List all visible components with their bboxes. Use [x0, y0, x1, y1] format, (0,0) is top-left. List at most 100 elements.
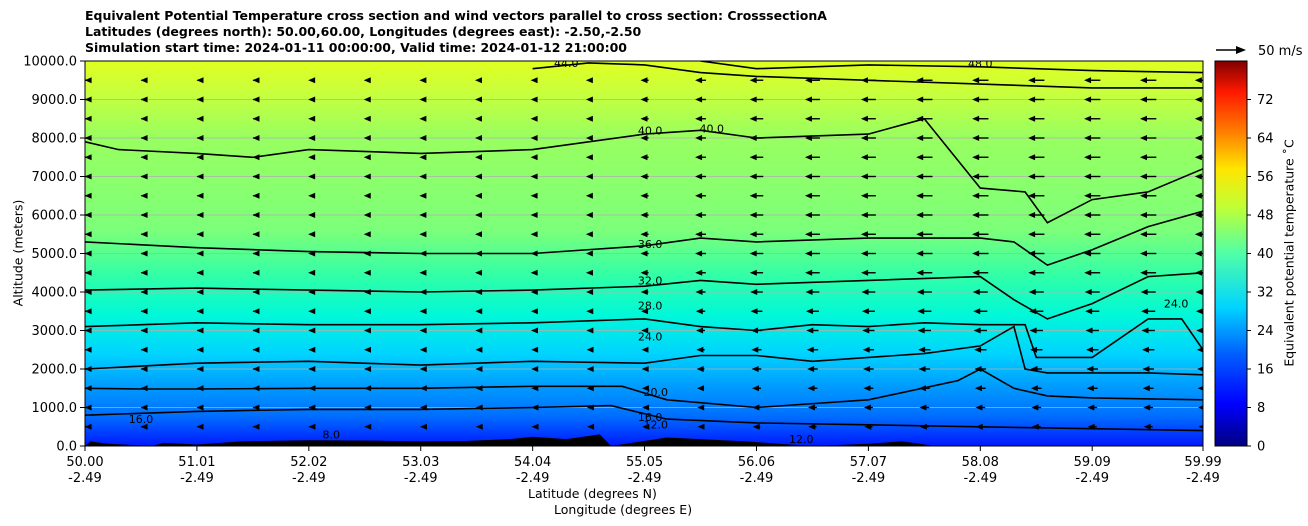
wind-vector	[85, 96, 92, 103]
wind-vector-head	[363, 115, 371, 122]
y-tick-label-8: 8000.0	[32, 132, 78, 147]
wind-vector-head	[807, 404, 815, 411]
wind-vector-head	[586, 327, 594, 334]
wind-vector-head	[696, 385, 704, 392]
wind-vector	[363, 96, 371, 103]
wind-vector-head	[252, 269, 260, 276]
wind-vector	[252, 154, 260, 161]
wind-vector	[308, 192, 316, 199]
wind-vector	[474, 135, 482, 141]
wind-vector	[919, 423, 929, 430]
wind-vector	[749, 192, 764, 199]
wind-vector-head	[140, 231, 148, 238]
wind-vector-head	[419, 250, 427, 257]
x-tick-label-lat-0: 50.00	[66, 455, 103, 470]
wind-vector-head	[916, 115, 924, 122]
wind-vector-head	[916, 269, 924, 276]
wind-vector-head	[860, 135, 868, 141]
wind-vector	[586, 327, 594, 334]
wind-vector-head	[640, 250, 648, 257]
wind-vector	[695, 192, 706, 199]
wind-vector	[1028, 135, 1045, 141]
wind-vector	[1028, 250, 1045, 257]
wind-vector	[419, 231, 427, 238]
wind-vector	[1143, 404, 1154, 411]
wind-vector	[252, 135, 260, 141]
wind-vector	[585, 115, 593, 122]
wind-vector	[1141, 327, 1155, 334]
wind-vector-head	[1084, 96, 1092, 103]
wind-vector-head	[252, 192, 260, 199]
wind-vector	[308, 154, 316, 161]
wind-vector	[972, 173, 989, 180]
wind-vector	[419, 96, 427, 103]
wind-vector-head	[804, 173, 812, 180]
wind-vector	[804, 77, 820, 84]
wind-vector	[916, 154, 933, 161]
wind-vector	[1084, 212, 1101, 218]
wind-vector-head	[308, 135, 316, 141]
wind-vector-head	[750, 289, 758, 295]
wind-vector-head	[85, 231, 92, 238]
contour-label-5: 32.0	[638, 274, 663, 287]
colorbar-tick-label-9: 72	[1257, 93, 1274, 108]
wind-vector	[695, 231, 706, 238]
wind-vector	[1194, 154, 1203, 161]
wind-vector	[1198, 405, 1203, 410]
wind-vector-head	[1028, 77, 1036, 84]
colorbar-tick-label-1: 8	[1257, 401, 1265, 416]
wind-vector	[807, 366, 818, 372]
wind-vector-head	[140, 115, 148, 122]
wind-vector-head	[804, 231, 812, 238]
wind-vector	[1140, 192, 1157, 199]
wind-vector-head	[640, 231, 648, 238]
wind-vector-head	[751, 346, 759, 353]
wind-vector-head	[804, 212, 812, 218]
wind-vector	[640, 115, 649, 122]
contour-label-8: 24.0	[1164, 298, 1189, 311]
wind-vector-head	[196, 231, 204, 238]
wind-vector	[585, 250, 593, 257]
wind-vector-head	[972, 212, 980, 218]
wind-vector	[696, 327, 705, 334]
x-tick-label-lat-2: 52.02	[290, 455, 327, 470]
wind-vector-head	[860, 192, 868, 199]
wind-vector	[474, 173, 482, 180]
wind-vector-head	[530, 327, 538, 334]
wind-vector	[640, 250, 649, 257]
wind-vector-head	[1084, 212, 1092, 218]
wind-vector	[531, 404, 539, 411]
wind-vector-head	[530, 115, 538, 122]
wind-vector-head	[640, 212, 648, 218]
wind-vector-head	[586, 308, 594, 315]
wind-vector	[1030, 385, 1042, 392]
x-tick-label-lon-10: -2.49	[1186, 471, 1220, 486]
wind-vector-head	[419, 289, 427, 295]
wind-vector	[697, 423, 705, 430]
wind-vector	[530, 231, 538, 238]
wind-vector-head	[140, 77, 148, 84]
wind-vector-head	[419, 135, 427, 141]
wind-vector-head	[918, 346, 926, 353]
wind-vector	[1194, 96, 1203, 103]
wind-vector	[252, 423, 260, 430]
wind-vector-head	[860, 115, 868, 122]
wind-vector	[1087, 404, 1098, 411]
wind-vector-head	[1084, 269, 1092, 276]
wind-vector-head	[1140, 115, 1148, 122]
wind-vector	[860, 212, 876, 218]
wind-vector-head	[695, 77, 703, 84]
wind-vector-head	[695, 96, 703, 103]
x-tick-label-lat-8: 58.08	[962, 455, 999, 470]
wind-vector-head	[196, 115, 204, 122]
wind-vector	[530, 250, 538, 257]
wind-vector-head	[641, 308, 649, 315]
wind-vector-head	[804, 154, 812, 161]
wind-vector-head	[1028, 154, 1036, 161]
wind-vector-head	[308, 115, 316, 122]
colorbar-tick-label-8: 64	[1257, 132, 1274, 147]
wind-vector-head	[975, 423, 983, 430]
wind-vector	[85, 289, 92, 295]
wind-vector	[196, 115, 204, 122]
wind-vector-head	[804, 192, 812, 199]
